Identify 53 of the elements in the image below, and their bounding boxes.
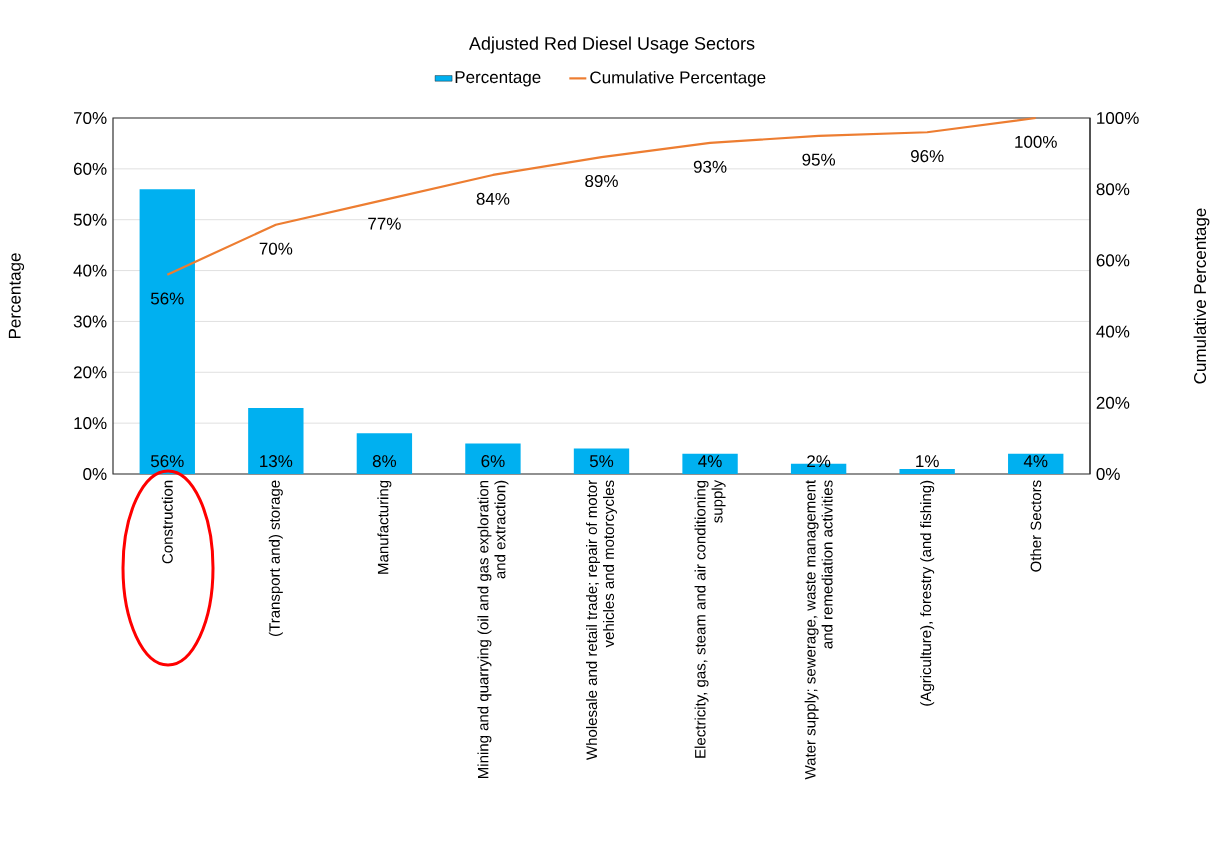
data-label: 77%: [368, 217, 401, 230]
data-label: 100%: [1015, 135, 1057, 148]
x-tick-label: Electricity, gas, steam and air conditioning supply: [694, 479, 726, 758]
bar: [573, 448, 630, 474]
data-label: 70%: [259, 242, 293, 255]
x-tick-label: Wholesale and retail trade; repair of motor vehicles and motorcycles: [586, 480, 617, 760]
y-tick-label: 0%: [83, 467, 107, 481]
data-label: 93%: [693, 160, 727, 173]
y2-tick-label: 80%: [1096, 183, 1130, 196]
y-tick-label: 60%: [73, 162, 107, 175]
y2-tick-label: 0%: [1096, 467, 1120, 481]
data-label: 56%: [150, 292, 184, 305]
y-tick-label: 30%: [73, 315, 107, 328]
bar: [899, 468, 955, 474]
x-tick-label: Water supply; sewerage, waste management and remediation activities: [804, 480, 833, 780]
y-tick-label: 50%: [73, 213, 107, 226]
y-tick-label: 40%: [73, 264, 107, 277]
y2-tick-label: 40%: [1096, 325, 1130, 338]
x-tick-label: Construction: [161, 480, 173, 564]
data-label: 5%: [589, 455, 614, 468]
legend-label: Cumulative Percentage: [590, 70, 766, 87]
data-label: 4%: [1023, 455, 1048, 468]
bar: [1008, 453, 1064, 474]
y2-tick-label: 100%: [1097, 111, 1139, 125]
y2-axis-title: Cumulative Percentage: [1193, 208, 1210, 384]
bar: [465, 443, 521, 474]
data-label: 89%: [585, 175, 618, 188]
bar: [356, 433, 413, 474]
bar: [248, 407, 304, 474]
y-tick-label: 70%: [73, 111, 107, 125]
y-axis-title: Percentage: [8, 253, 25, 339]
legend-label: Percentage: [455, 71, 541, 87]
y2-tick-label: 60%: [1096, 254, 1130, 267]
y2-tick-label: 20%: [1096, 396, 1130, 409]
data-label: 1%: [916, 455, 939, 468]
x-tick-label: (Agriculture), forestry (and fishing): [920, 480, 935, 706]
x-tick-label: Other Sectors: [1030, 480, 1042, 572]
data-label: 4%: [698, 455, 722, 468]
bar: [682, 453, 738, 474]
chart-title: Adjusted Red Diesel Usage Sectors: [468, 36, 755, 54]
x-tick-label: Manufacturing: [377, 480, 392, 574]
y-tick-label: 20%: [73, 366, 107, 379]
x-tick-label: (Transport and) storage: [268, 480, 283, 636]
data-label: 6%: [481, 455, 505, 468]
data-label: 95%: [802, 153, 836, 166]
y-tick-label: 10%: [74, 417, 107, 430]
bar: [139, 189, 195, 474]
x-tick-label: Mining and quarrying (oil and gas exploration and extraction): [477, 480, 509, 778]
data-label: 56%: [150, 455, 184, 468]
data-label: 13%: [260, 455, 293, 468]
data-label: 84%: [476, 192, 510, 205]
data-label: 96%: [910, 150, 944, 163]
data-label: 8%: [372, 455, 397, 468]
